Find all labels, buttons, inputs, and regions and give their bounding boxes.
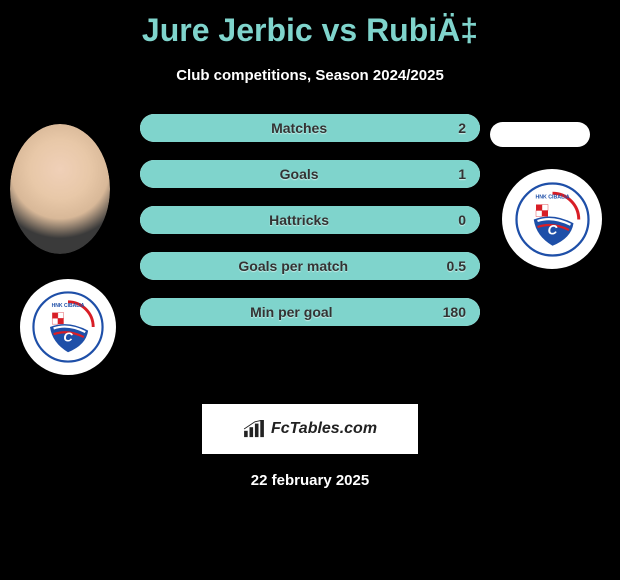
svg-text:HNK CIBALIA: HNK CIBALIA bbox=[535, 194, 569, 200]
stat-row-matches: Matches 2 bbox=[140, 114, 480, 142]
stat-row-min-per-goal: Min per goal 180 bbox=[140, 298, 480, 326]
stat-label: Goals per match bbox=[140, 258, 447, 274]
stat-value: 1 bbox=[458, 166, 466, 182]
player-right-club-badge: HNK CIBALIA C bbox=[502, 169, 602, 269]
svg-text:C: C bbox=[63, 329, 73, 344]
stat-row-goals: Goals 1 bbox=[140, 160, 480, 188]
page-title: Jure Jerbic vs RubiÄ‡ bbox=[0, 0, 620, 49]
stat-value: 0.5 bbox=[447, 258, 466, 274]
club-logo-icon: HNK CIBALIA C bbox=[515, 182, 590, 257]
stat-row-hattricks: Hattricks 0 bbox=[140, 206, 480, 234]
player-left-club-badge: HNK CIBALIA C bbox=[20, 279, 116, 375]
svg-text:C: C bbox=[547, 222, 557, 237]
stat-label: Hattricks bbox=[140, 212, 458, 228]
svg-text:HNK CIBALIA: HNK CIBALIA bbox=[52, 303, 85, 309]
player-right-avatar bbox=[490, 122, 590, 147]
subtitle: Club competitions, Season 2024/2025 bbox=[0, 67, 620, 84]
stat-value: 0 bbox=[458, 212, 466, 228]
brand-box[interactable]: FcTables.com bbox=[202, 404, 418, 454]
stat-value: 2 bbox=[458, 120, 466, 136]
stat-row-goals-per-match: Goals per match 0.5 bbox=[140, 252, 480, 280]
date-line: 22 february 2025 bbox=[0, 472, 620, 489]
stat-label: Min per goal bbox=[140, 304, 443, 320]
stat-rows: Matches 2 Goals 1 Hattricks 0 Goals per … bbox=[140, 114, 480, 344]
brand-text: FcTables.com bbox=[271, 420, 377, 438]
stat-label: Goals bbox=[140, 166, 458, 182]
player-left-avatar bbox=[10, 124, 110, 254]
stat-label: Matches bbox=[140, 120, 458, 136]
player-photo-placeholder bbox=[10, 124, 110, 254]
stat-value: 180 bbox=[443, 304, 466, 320]
comparison-area: HNK CIBALIA C HNK CIBALIA C bbox=[0, 114, 620, 384]
bar-chart-icon bbox=[243, 420, 265, 438]
club-logo-icon: HNK CIBALIA C bbox=[32, 291, 104, 363]
